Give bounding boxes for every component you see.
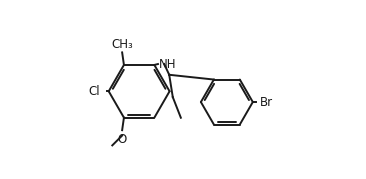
- Text: Cl: Cl: [88, 85, 100, 98]
- Text: CH₃: CH₃: [111, 38, 133, 51]
- Text: O: O: [117, 133, 127, 146]
- Text: Br: Br: [260, 96, 273, 108]
- Text: NH: NH: [159, 57, 176, 71]
